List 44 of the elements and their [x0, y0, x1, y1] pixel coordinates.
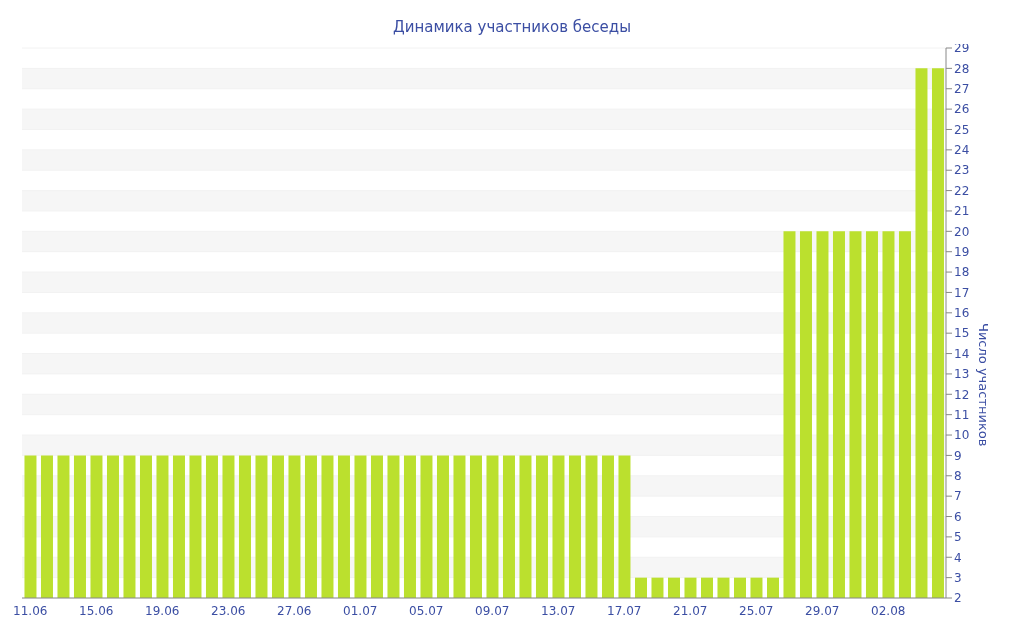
- y-tick-label: 22: [954, 183, 970, 198]
- x-tick-label: 13.07: [541, 603, 576, 618]
- x-tick-label: 25.07: [739, 603, 774, 618]
- y-tick-label: 9: [954, 448, 962, 463]
- x-tick-label: 11.06: [13, 603, 48, 618]
- y-tick-label: 26: [954, 102, 970, 117]
- y-tick-label: 13: [954, 367, 970, 382]
- y-tick-label: 10: [954, 428, 970, 443]
- y-tick-label: 15: [954, 326, 970, 341]
- y-tick-label: 11: [954, 407, 970, 422]
- x-tick-label: 19.06: [145, 603, 180, 618]
- x-tick-label: 23.06: [211, 603, 246, 618]
- y-tick-label: 3: [954, 570, 962, 585]
- y-tick-label: 16: [954, 306, 970, 321]
- y-tick-label: 17: [954, 285, 970, 300]
- x-tick-label: 02.08: [871, 603, 906, 618]
- chart-title: Динамика участников беседы: [392, 18, 632, 36]
- y-tick-label: 27: [954, 82, 970, 96]
- x-tick-label: 29.07: [805, 603, 840, 618]
- x-tick-label: 27.06: [277, 603, 312, 618]
- y-tick-label: 12: [954, 387, 970, 402]
- y-tick-label: 8: [954, 469, 962, 484]
- y-tick-label: 5: [954, 530, 962, 545]
- y-tick-label: 2: [954, 591, 962, 606]
- y-tick-label: 20: [954, 224, 970, 239]
- y-tick-label: 4: [954, 550, 962, 565]
- y-axis-title: Число участников: [976, 323, 992, 447]
- y-tick-label: 18: [954, 265, 970, 280]
- x-tick-label: 05.07: [409, 603, 444, 618]
- y-tick-label: 21: [954, 204, 970, 219]
- y-tick-label: 19: [954, 244, 970, 259]
- y-tick-label: 29: [954, 41, 970, 56]
- x-tick-label: 21.07: [673, 603, 708, 618]
- x-tick-label: 01.07: [343, 603, 378, 618]
- x-tick-label: 09.07: [475, 603, 510, 618]
- y-tick-label: 7: [954, 489, 962, 504]
- y-tick-label: 23: [954, 163, 970, 178]
- x-tick-label: 17.07: [607, 603, 642, 618]
- y-tick-label: 6: [954, 509, 962, 524]
- y-tick-label: 14: [954, 346, 970, 361]
- x-tick-label: 15.06: [79, 603, 114, 618]
- y-tick-label: 24: [954, 143, 970, 158]
- y-tick-label: 25: [954, 122, 970, 137]
- y-tick-label: 28: [954, 61, 970, 76]
